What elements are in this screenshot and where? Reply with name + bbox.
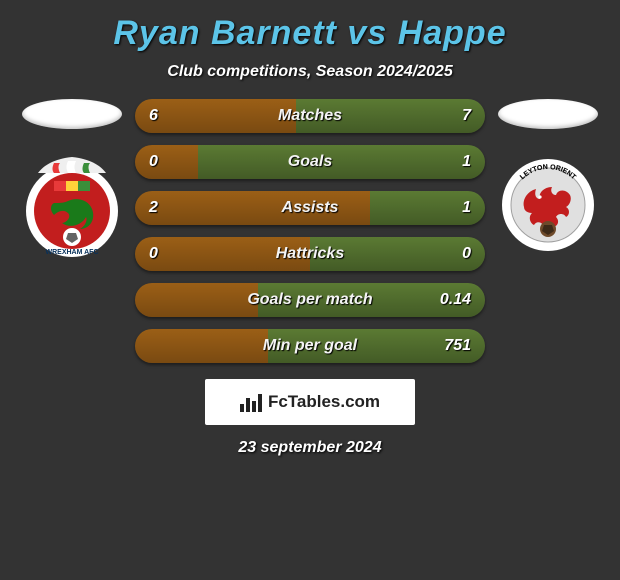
left-player-panel: WREXHAM AFC xyxy=(17,99,127,259)
club-crest-right: LEYTON ORIENT LEYTON ORIENT xyxy=(500,151,596,259)
stat-right-value: 1 xyxy=(462,199,471,217)
stat-row: 0.14Goals per match xyxy=(135,283,485,317)
footer-brand: FcTables.com xyxy=(205,379,415,425)
stat-bar-left xyxy=(135,145,198,179)
stat-row: 751Min per goal xyxy=(135,329,485,363)
stats-column: 67Matches01Goals21Assists00Hattricks0.14… xyxy=(135,99,485,363)
stat-right-value: 0 xyxy=(462,245,471,263)
stat-left-value: 6 xyxy=(149,107,158,125)
stat-left-value: 2 xyxy=(149,199,158,217)
stat-right-value: 1 xyxy=(462,153,471,171)
stat-bar-right xyxy=(310,237,485,271)
stat-right-value: 751 xyxy=(444,337,471,355)
subtitle: Club competitions, Season 2024/2025 xyxy=(0,57,620,99)
chart-icon xyxy=(240,392,262,412)
stat-bar-right xyxy=(296,99,485,133)
stat-row: 00Hattricks xyxy=(135,237,485,271)
stat-bar-left xyxy=(135,283,258,317)
club-crest-left: WREXHAM AFC xyxy=(24,151,120,259)
page-title: Ryan Barnett vs Happe xyxy=(0,8,620,57)
stat-bar-right xyxy=(198,145,485,179)
footer-brand-text: FcTables.com xyxy=(268,392,380,412)
stat-bar-left xyxy=(135,237,310,271)
comparison-card: Ryan Barnett vs Happe Club competitions,… xyxy=(0,0,620,457)
right-player-panel: LEYTON ORIENT LEYTON ORIENT xyxy=(493,99,603,259)
stat-bar-left xyxy=(135,99,296,133)
stat-row: 01Goals xyxy=(135,145,485,179)
stat-row: 67Matches xyxy=(135,99,485,133)
stat-left-value: 0 xyxy=(149,245,158,263)
stat-left-value: 0 xyxy=(149,153,158,171)
main-row: WREXHAM AFC 67Matches01Goals21Assists00H… xyxy=(0,99,620,363)
stat-right-value: 7 xyxy=(462,107,471,125)
stat-bar-left xyxy=(135,191,370,225)
stat-right-value: 0.14 xyxy=(440,291,471,309)
stat-bar-left xyxy=(135,329,268,363)
stat-row: 21Assists xyxy=(135,191,485,225)
svg-text:WREXHAM AFC: WREXHAM AFC xyxy=(45,249,98,256)
ellipse-shadow-left xyxy=(22,99,122,129)
date-text: 23 september 2024 xyxy=(0,439,620,457)
ellipse-shadow-right xyxy=(498,99,598,129)
